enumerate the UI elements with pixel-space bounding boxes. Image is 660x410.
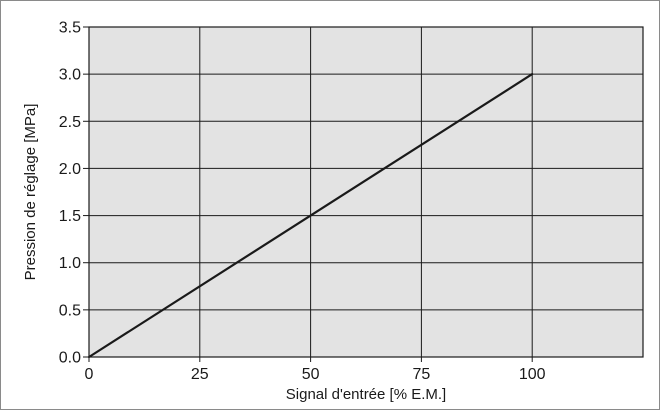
x-tick-label: 25 <box>191 366 209 383</box>
y-tick-label: 0.5 <box>59 302 81 319</box>
x-tick-label: 0 <box>85 366 94 383</box>
x-axis-title: Signal d'entrée [% E.M.] <box>286 386 446 403</box>
y-tick-label: 3.5 <box>59 20 81 37</box>
y-tick-label: 2.5 <box>59 114 81 131</box>
x-tick-label: 100 <box>519 366 546 383</box>
y-tick-label: 3.0 <box>59 67 81 84</box>
y-axis-title: Pression de réglage [MPa] <box>22 104 39 281</box>
x-tick-label: 75 <box>413 366 431 383</box>
y-tick-label: 0.0 <box>59 350 81 367</box>
y-tick-label: 1.0 <box>59 255 81 272</box>
plot-frame <box>88 26 644 358</box>
x-tick-label: 50 <box>302 366 320 383</box>
y-tick-label: 1.5 <box>59 208 81 225</box>
series-line-0 <box>87 72 534 359</box>
y-tick-label: 2.0 <box>59 161 81 178</box>
plot-area <box>89 27 643 357</box>
